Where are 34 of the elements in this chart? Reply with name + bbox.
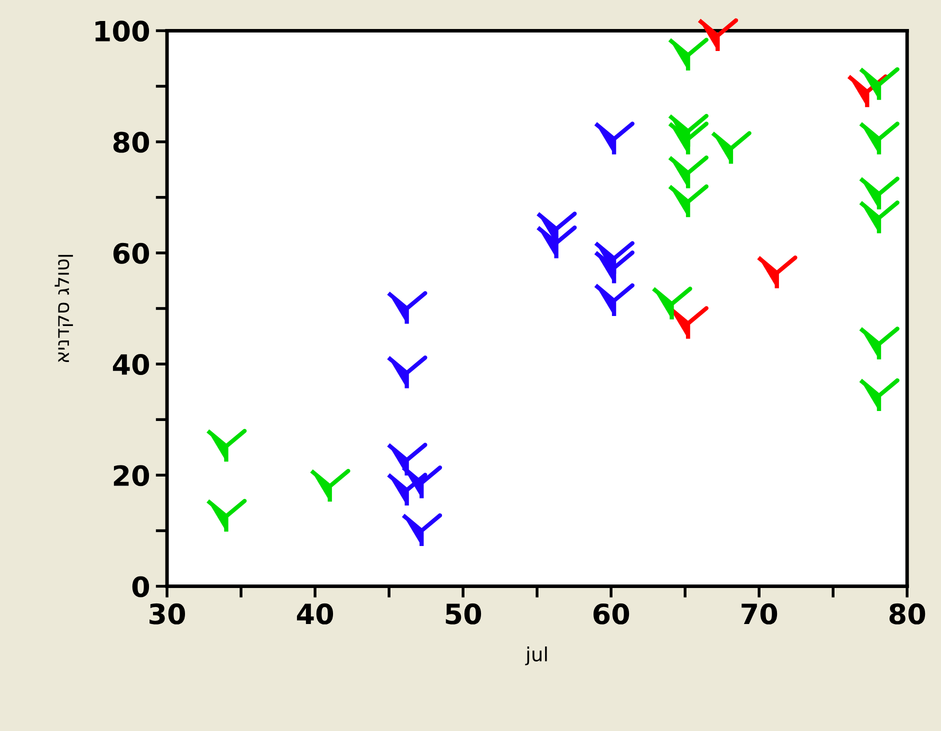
y-tick-label: 20 (114, 465, 150, 486)
y-tick-label: 0 (132, 576, 150, 598)
point (386, 356, 428, 390)
x-tick-label: 50 (446, 603, 482, 624)
y-axis-title: אינדקס גלוטן (54, 254, 73, 362)
x-tick-label: 60 (593, 603, 630, 624)
x-tick-label: 30 (150, 603, 186, 624)
x-tick-label: 40 (296, 603, 334, 624)
point (309, 468, 350, 504)
point (858, 200, 900, 236)
y-tick-label: 80 (113, 132, 150, 153)
point (756, 256, 798, 290)
point (594, 250, 635, 286)
point (858, 67, 900, 102)
x-tick-label: 70 (742, 603, 778, 624)
point (858, 122, 900, 156)
y-tick-label: 60 (113, 242, 150, 264)
y-tick-label: 40 (112, 354, 150, 375)
point (401, 466, 442, 500)
point (594, 122, 635, 156)
point (858, 326, 900, 362)
point (386, 291, 428, 326)
point (668, 122, 709, 156)
point (536, 226, 577, 260)
x-tick-label: 80 (889, 603, 926, 624)
point (651, 286, 692, 322)
x-axis-title: jul (525, 646, 547, 666)
point (858, 176, 900, 212)
point (206, 428, 247, 464)
point (668, 184, 709, 220)
y-tick-label: 100 (96, 20, 150, 42)
point (668, 156, 709, 190)
point (206, 498, 247, 534)
point (710, 131, 752, 166)
